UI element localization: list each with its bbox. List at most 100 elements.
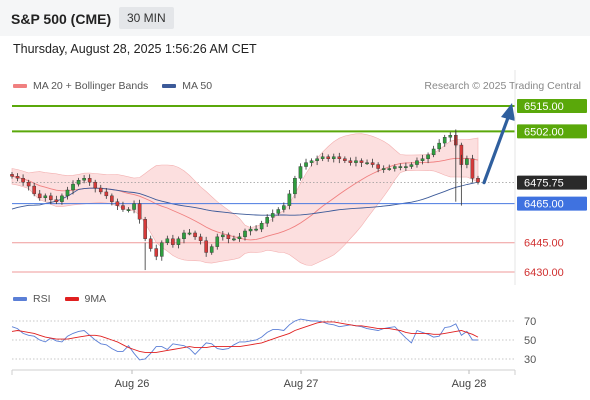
candle-body <box>293 178 297 195</box>
candle-body <box>265 217 269 224</box>
legend-rsi: RSI <box>33 293 51 305</box>
candle-body <box>470 158 475 179</box>
x-tick-label: Aug 28 <box>452 378 487 390</box>
candle-body <box>276 209 281 214</box>
candle-body <box>226 234 231 240</box>
instrument-title: S&P 500 (CME) <box>11 11 112 27</box>
x-tick-label: Aug 26 <box>115 378 150 390</box>
candle-body <box>415 160 419 165</box>
candle-body <box>182 232 186 240</box>
level-label-6430.00: 6430.00 <box>524 267 564 279</box>
candle-body <box>49 195 53 200</box>
candle-body <box>465 158 469 165</box>
candle-body <box>215 236 220 247</box>
level-label-6445.00: 6445.00 <box>524 238 564 250</box>
bollinger-swatch <box>13 84 27 88</box>
ma9-swatch <box>64 297 79 301</box>
candle-body <box>209 246 214 253</box>
rsi-ma9-line <box>11 321 479 353</box>
candle-body <box>359 160 364 163</box>
candle-body <box>309 160 314 163</box>
candle-body <box>110 195 114 202</box>
candle-body <box>448 135 453 138</box>
candle-body <box>287 193 292 206</box>
candle-body <box>282 205 286 210</box>
candle-body <box>398 166 403 168</box>
candle-body <box>154 248 159 257</box>
candle-body <box>409 164 414 167</box>
candle-body <box>392 166 397 169</box>
candle-body <box>159 242 164 257</box>
candle-body <box>304 162 308 167</box>
level-tag-6515.00 <box>517 99 587 113</box>
candle-body <box>476 178 480 183</box>
candle-body <box>176 238 181 245</box>
candle-body <box>54 199 59 202</box>
candle-body <box>320 156 325 159</box>
candle-body <box>442 137 447 144</box>
candle-body <box>337 156 342 159</box>
candle-body <box>315 158 319 161</box>
candle-body <box>259 222 264 230</box>
candle-body <box>132 203 136 210</box>
candle-body <box>254 228 258 231</box>
legend-bollinger: MA 20 + Bollinger Bands <box>33 80 149 92</box>
candle-body <box>381 168 386 170</box>
candle-body <box>426 154 430 159</box>
candle-body <box>187 232 192 235</box>
level-tag-6465.00 <box>517 196 587 211</box>
candle-body <box>193 232 197 238</box>
timeframe-selector[interactable]: 30 MIN <box>119 7 174 29</box>
candle-body <box>221 234 225 238</box>
forecast-arrow <box>482 113 511 185</box>
legend-9ma: 9MA <box>84 293 107 305</box>
legend-ma50: MA 50 <box>182 80 213 92</box>
research-credit: Research © 2025 Trading Central <box>424 80 581 92</box>
candle-body <box>60 195 64 202</box>
candle-body <box>21 178 25 183</box>
candle-body <box>121 205 125 210</box>
forecast-arrowhead <box>501 103 515 121</box>
candle-body <box>137 203 142 220</box>
candle-body <box>370 162 375 165</box>
candle-body <box>65 189 70 197</box>
level-label-6515.00: 6515.00 <box>524 101 564 113</box>
candle-body <box>348 160 353 163</box>
candle-body <box>43 195 48 198</box>
rsi-legend: RSI 9MA <box>13 293 106 305</box>
candle-body <box>171 238 175 245</box>
candle-body <box>365 162 369 165</box>
candle-body <box>270 213 275 218</box>
candle-body <box>298 166 303 179</box>
candle-body <box>32 185 36 195</box>
candle-body <box>243 230 247 238</box>
level-label-6502.00: 6502.00 <box>524 126 564 138</box>
chart-header: S&P 500 (CME) 30 MIN <box>0 0 590 36</box>
candle-body <box>198 236 203 241</box>
candle-body <box>93 181 98 189</box>
candle-body <box>143 219 147 239</box>
candle-body <box>148 238 153 249</box>
candle-body <box>343 158 347 161</box>
level-label-6475.75: 6475.75 <box>524 178 564 190</box>
candle-body <box>331 156 336 159</box>
candle-body <box>326 156 331 159</box>
candle-body <box>82 178 86 181</box>
candle-body <box>15 176 20 179</box>
main-legend: MA 20 + Bollinger Bands MA 50 <box>13 80 212 92</box>
candle-body <box>354 160 358 163</box>
rsi-swatch <box>13 297 27 301</box>
ma50-swatch <box>162 84 177 88</box>
candle-body <box>26 181 31 187</box>
x-tick-label: Aug 27 <box>284 378 319 390</box>
candle-body <box>71 183 75 191</box>
candle-body <box>420 158 425 161</box>
rsi-tick-label: 30 <box>524 354 536 366</box>
level-label-6465.00: 6465.00 <box>524 199 564 211</box>
level-tag-6502.00 <box>517 124 587 139</box>
candle-body <box>87 178 92 183</box>
candle-body <box>387 168 392 170</box>
candle-body <box>37 193 42 198</box>
rsi-line <box>11 318 478 361</box>
